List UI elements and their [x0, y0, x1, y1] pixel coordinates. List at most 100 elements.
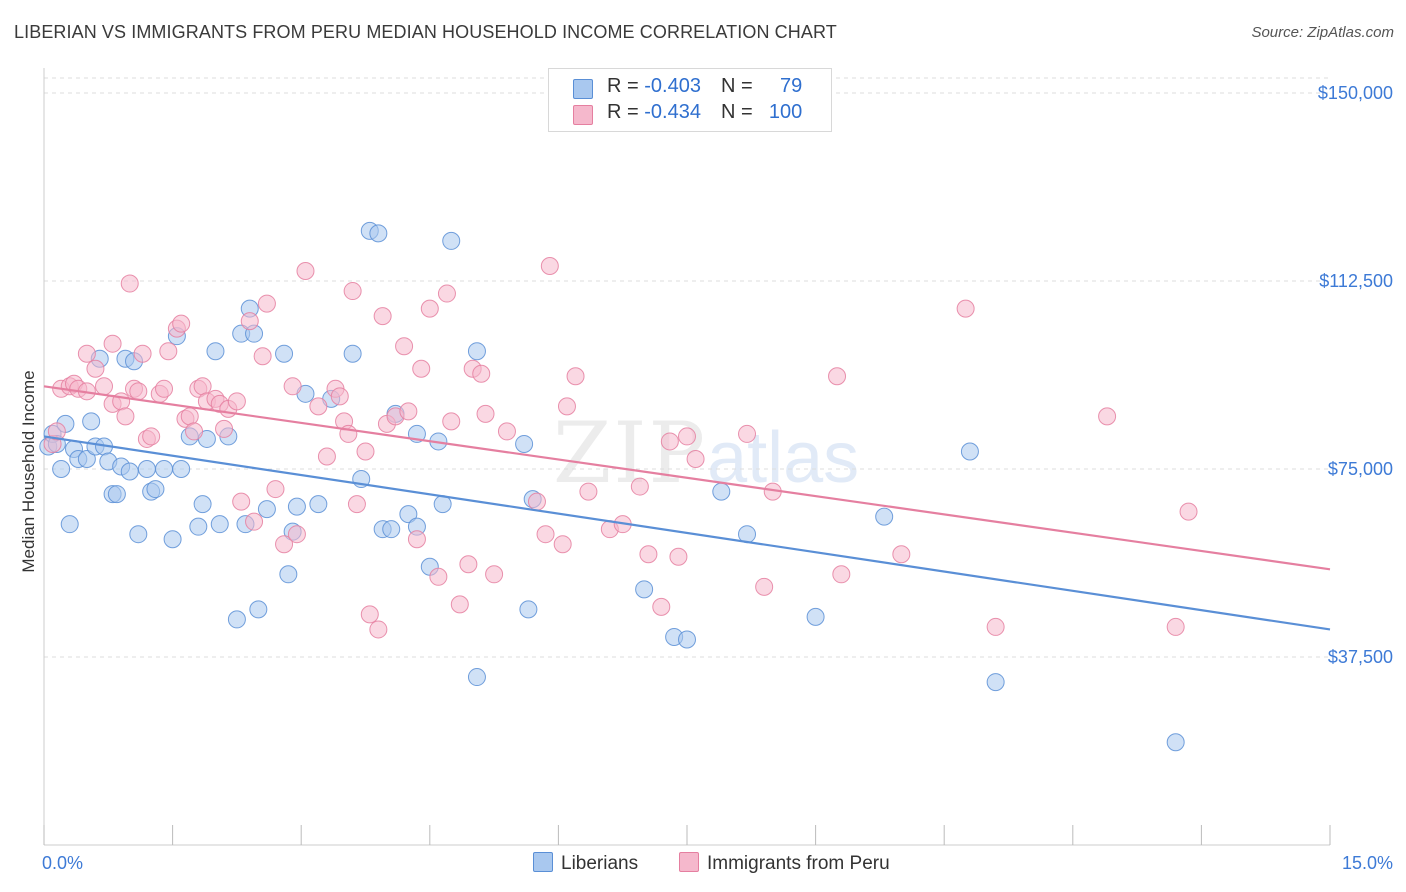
legend-swatch-liberians [573, 79, 593, 99]
legend-r-value: -0.403 [644, 75, 701, 97]
point-peru [129, 382, 148, 401]
point-peru [296, 262, 315, 281]
point-liberians [52, 460, 71, 479]
point-liberians [287, 497, 306, 516]
point-peru [738, 424, 757, 443]
point-peru [1166, 617, 1185, 636]
point-peru [660, 432, 679, 451]
point-liberians [155, 460, 174, 479]
point-liberians [249, 600, 268, 619]
point-peru [257, 294, 276, 313]
point-peru [395, 337, 414, 356]
point-peru [185, 422, 204, 441]
point-liberians [206, 342, 225, 361]
point-peru [437, 284, 456, 303]
point-peru [142, 427, 161, 446]
stats-legend: R = -0.403 N = 79 R = -0.434 N = 100 [548, 68, 832, 132]
point-peru [652, 597, 671, 616]
trend-line-peru [43, 385, 1331, 571]
point-liberians [369, 224, 388, 243]
legend-r-label: R = [607, 75, 645, 97]
point-liberians [189, 517, 208, 536]
legend-n-value: 100 [768, 101, 803, 123]
point-liberians [515, 434, 534, 453]
y-tick-label: $75,000 [1328, 459, 1393, 479]
point-liberians [442, 231, 461, 250]
bottom-legend-label: Liberians [561, 853, 639, 874]
point-liberians [399, 505, 418, 524]
point-liberians [163, 530, 182, 549]
legend-n-label: N = [720, 75, 759, 97]
bottom-legend-peru: Immigrants from Peru [679, 852, 890, 875]
point-liberians [986, 673, 1005, 692]
point-peru [347, 495, 366, 514]
bottom-legend-swatch-liberians [533, 852, 553, 872]
point-peru [399, 402, 418, 421]
point-peru [343, 282, 362, 301]
point-peru [159, 342, 178, 361]
point-peru [360, 605, 379, 624]
point-peru [986, 617, 1005, 636]
point-peru [215, 419, 234, 438]
point-peru [755, 577, 774, 596]
point-peru [309, 397, 328, 416]
point-peru [47, 422, 66, 441]
legend-text: R = -0.403 N = 79 [607, 75, 802, 98]
bottom-legend-label: Immigrants from Peru [707, 853, 890, 874]
point-liberians [309, 495, 328, 514]
point-peru [442, 412, 461, 431]
point-liberians [210, 515, 229, 534]
point-peru [639, 545, 658, 564]
point-peru [245, 512, 264, 531]
point-liberians [129, 525, 148, 544]
point-liberians [678, 630, 696, 649]
point-peru [86, 359, 105, 378]
point-peru [557, 397, 576, 416]
source-label: Source: ZipAtlas.com [1251, 24, 1394, 41]
point-peru [630, 477, 649, 496]
point-peru [669, 547, 688, 566]
point-liberians [137, 460, 156, 479]
point-peru [420, 299, 439, 318]
point-peru [283, 377, 302, 396]
point-peru [429, 567, 448, 586]
point-peru [579, 482, 598, 501]
point-peru [266, 480, 285, 499]
point-peru [459, 555, 478, 574]
point-peru [536, 525, 555, 544]
legend-r-value: -0.434 [644, 101, 701, 123]
point-peru [253, 347, 272, 366]
point-liberians [172, 460, 191, 479]
point-peru [180, 407, 199, 426]
point-peru [120, 274, 139, 293]
point-peru [356, 442, 375, 461]
point-peru [95, 377, 114, 396]
point-liberians [77, 449, 96, 468]
trend-line-liberians [43, 435, 1331, 631]
chart-title: LIBERIAN VS IMMIGRANTS FROM PERU MEDIAN … [14, 22, 837, 42]
y-tick-label: $112,500 [1319, 271, 1393, 291]
y-tick-label: $37,500 [1328, 647, 1393, 667]
y-axis-label: Median Household Income [19, 370, 38, 572]
point-peru [172, 314, 191, 333]
point-liberians [467, 342, 486, 361]
point-liberians [275, 344, 294, 363]
point-liberians [146, 480, 165, 499]
point-peru [450, 595, 469, 614]
y-tick-label: $150,000 [1318, 83, 1393, 103]
point-liberians [1166, 733, 1185, 752]
point-peru [232, 492, 251, 511]
watermark-zip: ZIP [553, 404, 708, 502]
point-peru [155, 379, 174, 398]
point-liberians [635, 580, 654, 599]
legend-text: R = -0.434 N = 100 [607, 101, 802, 124]
legend-r-label: R = [607, 101, 645, 123]
point-peru [686, 449, 705, 468]
legend-n-value: 79 [779, 75, 803, 97]
point-peru [485, 565, 504, 584]
point-liberians [82, 412, 101, 431]
point-liberians [107, 485, 126, 504]
point-peru [77, 344, 96, 363]
point-liberians [467, 668, 486, 687]
